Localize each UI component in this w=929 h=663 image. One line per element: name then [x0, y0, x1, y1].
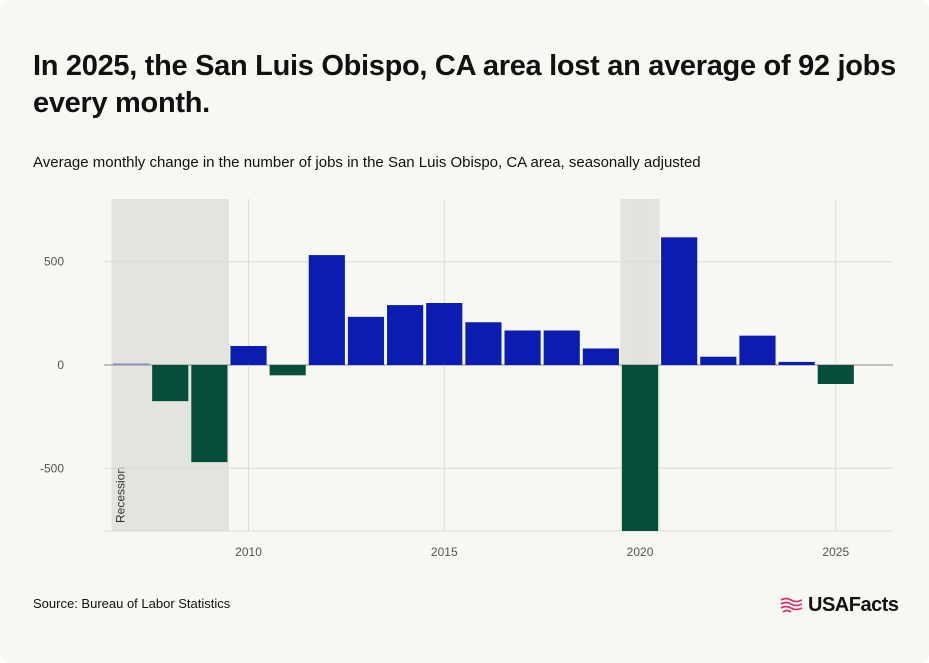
- bar-2009: [191, 365, 228, 463]
- bar-2018: [543, 330, 580, 365]
- bar-2021: [661, 237, 698, 365]
- x-tick-label: 2020: [627, 545, 654, 559]
- recession-label: Recession: [114, 467, 128, 523]
- x-tick-label: 2025: [822, 545, 849, 559]
- bar-2023: [739, 335, 776, 365]
- y-tick-label: 0: [57, 358, 64, 372]
- bar-2017: [504, 330, 541, 365]
- source-note: Source: Bureau of Labor Statistics: [33, 596, 231, 611]
- bar-2010: [230, 345, 267, 365]
- bar-2019: [582, 348, 619, 365]
- y-tick-label: -500: [40, 461, 64, 475]
- bar-2008: [152, 365, 189, 402]
- logo-text: USAFacts: [808, 593, 899, 616]
- chart-subtitle: Average monthly change in the number of …: [33, 154, 701, 171]
- bar-2024: [778, 361, 815, 365]
- bar-2016: [465, 322, 502, 365]
- bar-2025: [817, 365, 854, 385]
- chart-title: In 2025, the San Luis Obispo, CA area lo…: [33, 50, 896, 119]
- usafacts-flag-icon: [780, 597, 803, 613]
- bar-2012: [308, 255, 345, 365]
- usafacts-logo: USAFacts: [780, 592, 899, 618]
- bar-2015: [426, 303, 463, 365]
- bar-2020: [621, 365, 659, 531]
- bar-2007: [113, 363, 150, 365]
- bar-2013: [347, 316, 385, 365]
- y-tick-label: 500: [44, 255, 64, 269]
- bar-2011: [269, 365, 306, 376]
- x-tick-label: 2015: [431, 545, 458, 559]
- x-tick-label: 2010: [235, 545, 262, 559]
- bar-2022: [700, 356, 737, 365]
- bar-2014: [387, 305, 424, 365]
